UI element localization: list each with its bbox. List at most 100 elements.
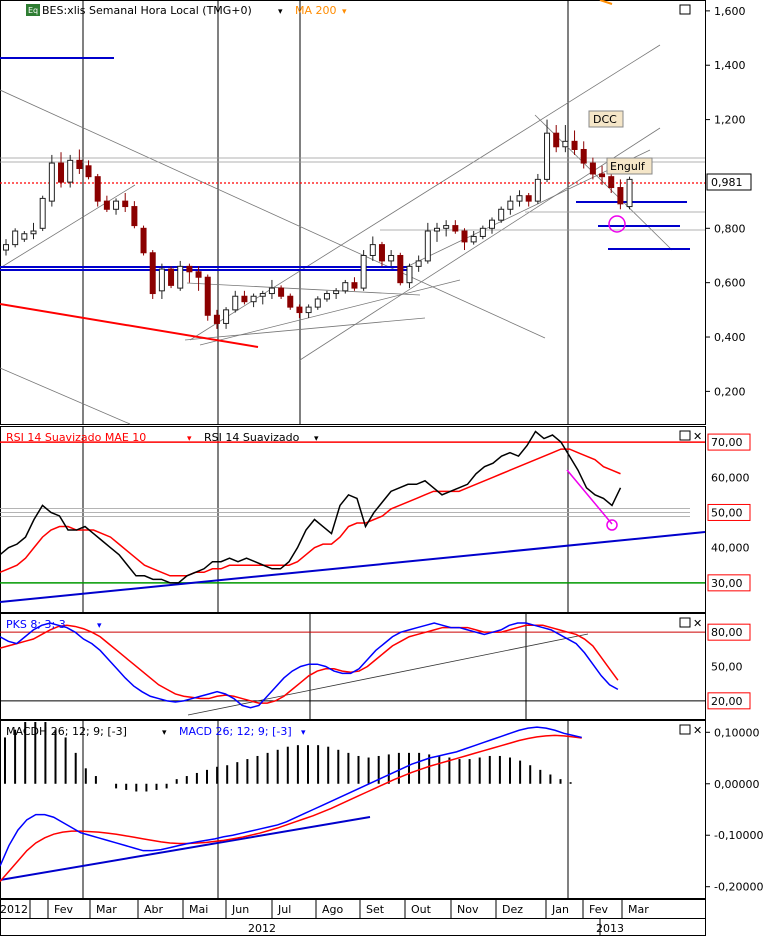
month-label: Abr bbox=[144, 903, 164, 916]
ma200-line bbox=[599, 0, 613, 5]
macd-tick-label: -0,20000 bbox=[714, 881, 763, 894]
year-label: 2012 bbox=[248, 922, 276, 935]
candle-body bbox=[378, 244, 385, 262]
candle-body bbox=[516, 195, 523, 202]
candle-body bbox=[168, 268, 175, 286]
candle-body bbox=[305, 306, 312, 314]
candle-body bbox=[232, 295, 239, 311]
macd-line bbox=[0, 726, 582, 867]
price-tick-label: 1,400 bbox=[714, 59, 746, 72]
dcc-annotation: DCC bbox=[593, 113, 617, 126]
rsi-maximize-icon[interactable] bbox=[679, 430, 691, 441]
candle-body bbox=[3, 244, 9, 251]
trend-line[interactable] bbox=[299, 127, 661, 361]
candle-body bbox=[351, 282, 358, 289]
trend-line[interactable] bbox=[189, 44, 661, 341]
macd-dropdown-icon[interactable]: ▾ bbox=[301, 728, 306, 738]
title-dropdown-icon[interactable]: ▾ bbox=[278, 7, 283, 17]
trend-line[interactable] bbox=[0, 367, 131, 425]
pks-d-line bbox=[0, 624, 619, 704]
candle-body bbox=[131, 206, 138, 227]
price-tick-label: 0,400 bbox=[714, 331, 746, 344]
red-trend-line[interactable] bbox=[0, 303, 259, 348]
candle-body bbox=[287, 295, 294, 308]
trend-line[interactable] bbox=[0, 184, 136, 269]
candle-body bbox=[406, 265, 413, 284]
trend-line[interactable] bbox=[184, 317, 426, 341]
candle-body bbox=[268, 287, 275, 295]
macd-tick-label: 0,10000 bbox=[714, 726, 760, 739]
candle-body bbox=[67, 159, 74, 183]
indicator-layer bbox=[0, 430, 706, 883]
candle-body bbox=[342, 282, 349, 292]
rsi-divergence-line[interactable] bbox=[566, 469, 613, 525]
candle-body bbox=[470, 235, 477, 243]
macdh-dropdown-icon[interactable]: ▾ bbox=[162, 728, 167, 738]
rsi-tick-label: 40,000 bbox=[711, 542, 750, 555]
rsi-close-icon[interactable]: ✕ bbox=[693, 430, 702, 443]
candle-body bbox=[589, 162, 596, 175]
trend-line[interactable] bbox=[0, 89, 546, 339]
macd-title[interactable]: MACD 26; 12; 9; [-3] bbox=[179, 725, 292, 738]
candle-body bbox=[452, 225, 459, 232]
candle-body bbox=[250, 295, 257, 303]
rsi-ma-title[interactable]: RSI 14 Suavizado MAE 10 bbox=[6, 431, 146, 444]
pks-title[interactable]: PKS 8; 3; 3 bbox=[6, 618, 66, 631]
candle-body bbox=[323, 293, 330, 300]
rsi-tick-label: 30,00 bbox=[711, 577, 743, 590]
pks-maximize-icon[interactable] bbox=[679, 617, 691, 628]
candle-body bbox=[599, 173, 606, 178]
rsi-line bbox=[0, 430, 622, 584]
candle-body bbox=[76, 159, 83, 170]
macd-trendline[interactable] bbox=[0, 816, 371, 881]
rsi-title[interactable]: RSI 14 Suavizado bbox=[204, 431, 300, 444]
rsi-trendline[interactable] bbox=[0, 531, 706, 603]
candle-body bbox=[241, 295, 248, 303]
pks-dropdown-icon[interactable]: ▾ bbox=[97, 621, 102, 631]
maximize-icon[interactable] bbox=[679, 4, 691, 15]
candle-body bbox=[479, 227, 486, 237]
candle-body bbox=[21, 233, 28, 240]
price-tick-label: 0,800 bbox=[714, 222, 746, 235]
ma200-label[interactable]: MA 200 bbox=[295, 4, 337, 17]
candle-body bbox=[433, 227, 440, 232]
trend-line[interactable] bbox=[199, 279, 461, 346]
candle-body bbox=[534, 178, 541, 202]
pks-k-line bbox=[0, 622, 619, 709]
engulf-box bbox=[606, 157, 653, 175]
candle-body bbox=[195, 271, 202, 278]
dcc-box bbox=[588, 110, 624, 128]
month-label: Jan bbox=[551, 903, 569, 916]
pks-tick-label: 80,00 bbox=[711, 626, 743, 639]
candle-body bbox=[553, 132, 560, 148]
last-price-box bbox=[706, 173, 752, 191]
macd-maximize-icon[interactable] bbox=[679, 724, 691, 735]
rsi-tick-label: 70,00 bbox=[711, 436, 743, 449]
trend-line[interactable] bbox=[186, 282, 421, 296]
candle-body bbox=[140, 227, 147, 254]
price-tick-label: 0,200 bbox=[714, 385, 746, 398]
ma-dropdown-icon[interactable]: ▾ bbox=[342, 7, 347, 17]
engulf-annotation: Engulf bbox=[610, 160, 646, 173]
macd-tick-label: 0,00000 bbox=[714, 778, 760, 791]
macd-tick-label: -0,10000 bbox=[714, 829, 763, 842]
candle-body bbox=[85, 165, 92, 178]
rsi-ma-dropdown-icon[interactable]: ▾ bbox=[187, 434, 192, 444]
rsi-panel-frame bbox=[0, 426, 706, 613]
month-label: Fev bbox=[589, 903, 608, 916]
macd-close-icon[interactable]: ✕ bbox=[693, 724, 702, 737]
macdh-title[interactable]: MACDH 26; 12; 9; [-3] bbox=[6, 725, 127, 738]
rsi-tick-label: 50,00 bbox=[711, 506, 743, 519]
candle-body bbox=[204, 276, 211, 316]
rsi-dropdown-icon[interactable]: ▾ bbox=[314, 434, 319, 444]
price-tick-label: 0,600 bbox=[714, 277, 746, 290]
month-label: 2012 bbox=[0, 903, 28, 916]
candle-body bbox=[544, 132, 551, 180]
chart-title[interactable]: BES:xlis Semanal Hora Local (TMG+0) bbox=[42, 4, 252, 17]
last-price-label: 0,981 bbox=[711, 176, 743, 189]
candle-body bbox=[489, 219, 496, 229]
candle-body bbox=[122, 200, 129, 208]
pks-close-icon[interactable]: ✕ bbox=[693, 617, 702, 630]
month-label: Ago bbox=[322, 903, 344, 916]
